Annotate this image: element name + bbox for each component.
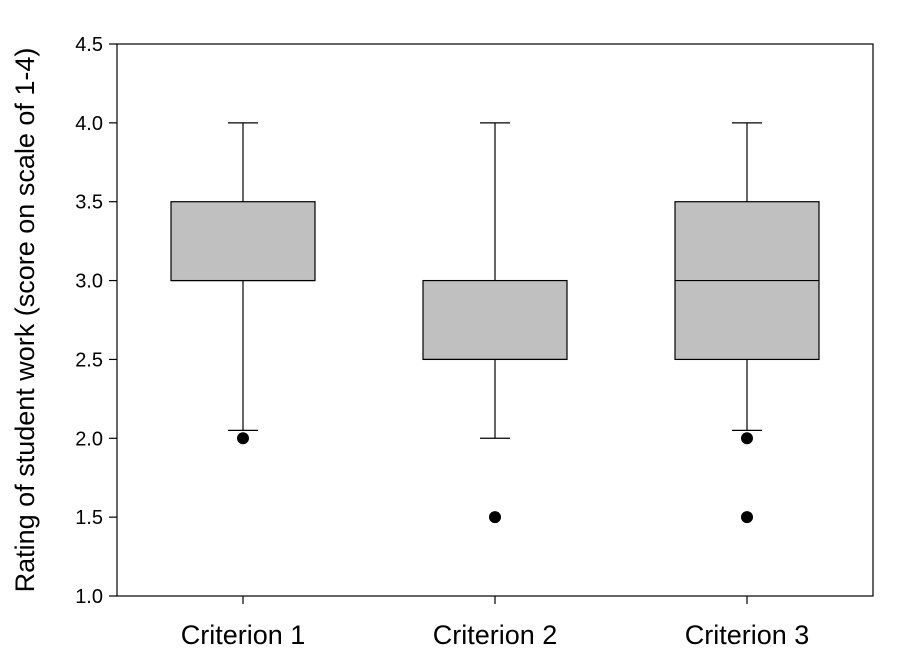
y-tick-label: 3.5: [75, 192, 103, 214]
y-axis-title: Rating of student work (score on scale o…: [10, 48, 40, 593]
boxes-layer: [170, 122, 820, 524]
x-tick-label: Criterion 2: [433, 620, 558, 648]
outlier-point: [741, 511, 753, 524]
y-tick-label: 4.0: [75, 113, 103, 135]
outlier-point: [741, 432, 753, 445]
box-group: [422, 122, 568, 524]
outlier-point: [237, 432, 249, 445]
x-tick-label: Criterion 3: [685, 620, 810, 648]
y-tick-label: 1.5: [75, 507, 103, 529]
outlier-point: [489, 511, 501, 524]
box-iqr: [170, 201, 316, 282]
y-tick-label: 3.0: [75, 271, 103, 293]
y-tick-label: 1.0: [75, 586, 103, 608]
x-axis: Criterion 1 Criterion 2 Criterion 3: [181, 596, 810, 648]
box-group: [674, 122, 820, 524]
y-axis: 1.0 1.5 2.0 2.5 3.0 3.5 4.0 4.5: [75, 34, 117, 608]
y-tick-label: 4.5: [75, 34, 103, 56]
y-tick-label: 2.0: [75, 428, 103, 450]
y-tick-label: 2.5: [75, 349, 103, 371]
box-iqr: [422, 279, 568, 361]
box-group: [170, 122, 316, 445]
x-tick-label: Criterion 1: [181, 620, 306, 648]
